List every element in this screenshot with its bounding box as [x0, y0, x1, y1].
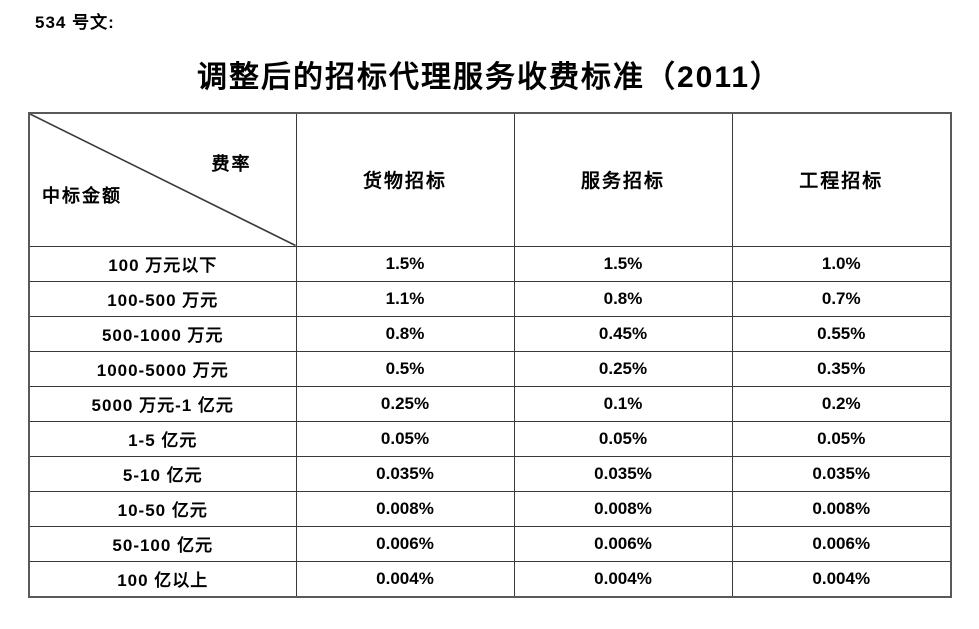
fee-value: 0.1%	[513, 385, 733, 422]
fee-value: 0.006%	[731, 525, 952, 562]
row-label: 50-100 亿元	[28, 525, 297, 562]
fee-value: 0.05%	[295, 420, 515, 457]
fee-value: 0.35%	[731, 350, 952, 387]
row-label: 100 亿以上	[28, 560, 297, 598]
page-title: 调整后的招标代理服务收费标准（2011）	[196, 61, 783, 94]
fee-value: 1.5%	[295, 245, 515, 282]
fee-value: 0.25%	[513, 350, 733, 387]
fee-value: 0.8%	[295, 315, 515, 352]
row-label: 10-50 亿元	[28, 490, 297, 527]
column-header-services: 服务招标	[513, 112, 733, 247]
fee-value: 0.7%	[731, 280, 952, 317]
fee-value: 0.035%	[731, 455, 952, 492]
fee-value: 0.45%	[513, 315, 733, 352]
column-header-engineering: 工程招标	[731, 112, 952, 247]
fee-value: 1.5%	[513, 245, 733, 282]
fee-value: 0.006%	[513, 525, 733, 562]
table-row: 1-5 亿元 0.05% 0.05% 0.05%	[28, 420, 952, 457]
row-label: 500-1000 万元	[28, 315, 297, 352]
table-row: 50-100 亿元 0.006% 0.006% 0.006%	[28, 525, 952, 562]
corner-label-bid-amount: 中标金额	[42, 186, 122, 206]
fee-value: 0.8%	[513, 280, 733, 317]
row-label: 1-5 亿元	[28, 420, 297, 457]
table-row: 5-10 亿元 0.035% 0.035% 0.035%	[28, 455, 952, 492]
table-row: 100 万元以下 1.5% 1.5% 1.0%	[28, 245, 952, 282]
table-row: 100-500 万元 1.1% 0.8% 0.7%	[28, 280, 952, 317]
fee-value: 0.05%	[513, 420, 733, 457]
fee-value: 0.035%	[295, 455, 515, 492]
doc-number-label: 534 号文:	[35, 13, 115, 32]
corner-header-cell: 费率 中标金额	[28, 112, 297, 247]
table-row: 100 亿以上 0.004% 0.004% 0.004%	[28, 560, 952, 598]
column-header-goods: 货物招标	[295, 112, 515, 247]
fee-value: 0.2%	[731, 385, 952, 422]
table-row: 10-50 亿元 0.008% 0.008% 0.008%	[28, 490, 952, 527]
fee-value: 0.004%	[513, 560, 733, 598]
fee-value: 0.5%	[295, 350, 515, 387]
table-header-row: 费率 中标金额 货物招标 服务招标 工程招标	[28, 112, 952, 247]
table-row: 500-1000 万元 0.8% 0.45% 0.55%	[28, 315, 952, 352]
fee-value: 1.1%	[295, 280, 515, 317]
fee-value: 1.0%	[731, 245, 952, 282]
fee-value: 0.25%	[295, 385, 515, 422]
fee-rate-table: 费率 中标金额 货物招标 服务招标 工程招标 100 万元以下 1.5% 1.5…	[28, 112, 952, 598]
row-label: 5-10 亿元	[28, 455, 297, 492]
row-label: 100 万元以下	[28, 245, 297, 282]
fee-value: 0.006%	[295, 525, 515, 562]
table-row: 1000-5000 万元 0.5% 0.25% 0.35%	[28, 350, 952, 387]
fee-value: 0.004%	[295, 560, 515, 598]
fee-value: 0.05%	[731, 420, 952, 457]
fee-value: 0.55%	[731, 315, 952, 352]
fee-value: 0.008%	[513, 490, 733, 527]
fee-value: 0.004%	[731, 560, 952, 598]
row-label: 5000 万元-1 亿元	[28, 385, 297, 422]
fee-value: 0.008%	[295, 490, 515, 527]
fee-value: 0.035%	[513, 455, 733, 492]
row-label: 1000-5000 万元	[28, 350, 297, 387]
diagonal-divider-line	[30, 114, 296, 246]
row-label: 100-500 万元	[28, 280, 297, 317]
table-row: 5000 万元-1 亿元 0.25% 0.1% 0.2%	[28, 385, 952, 422]
fee-value: 0.008%	[731, 490, 952, 527]
corner-label-fee-rate: 费率	[211, 154, 252, 174]
